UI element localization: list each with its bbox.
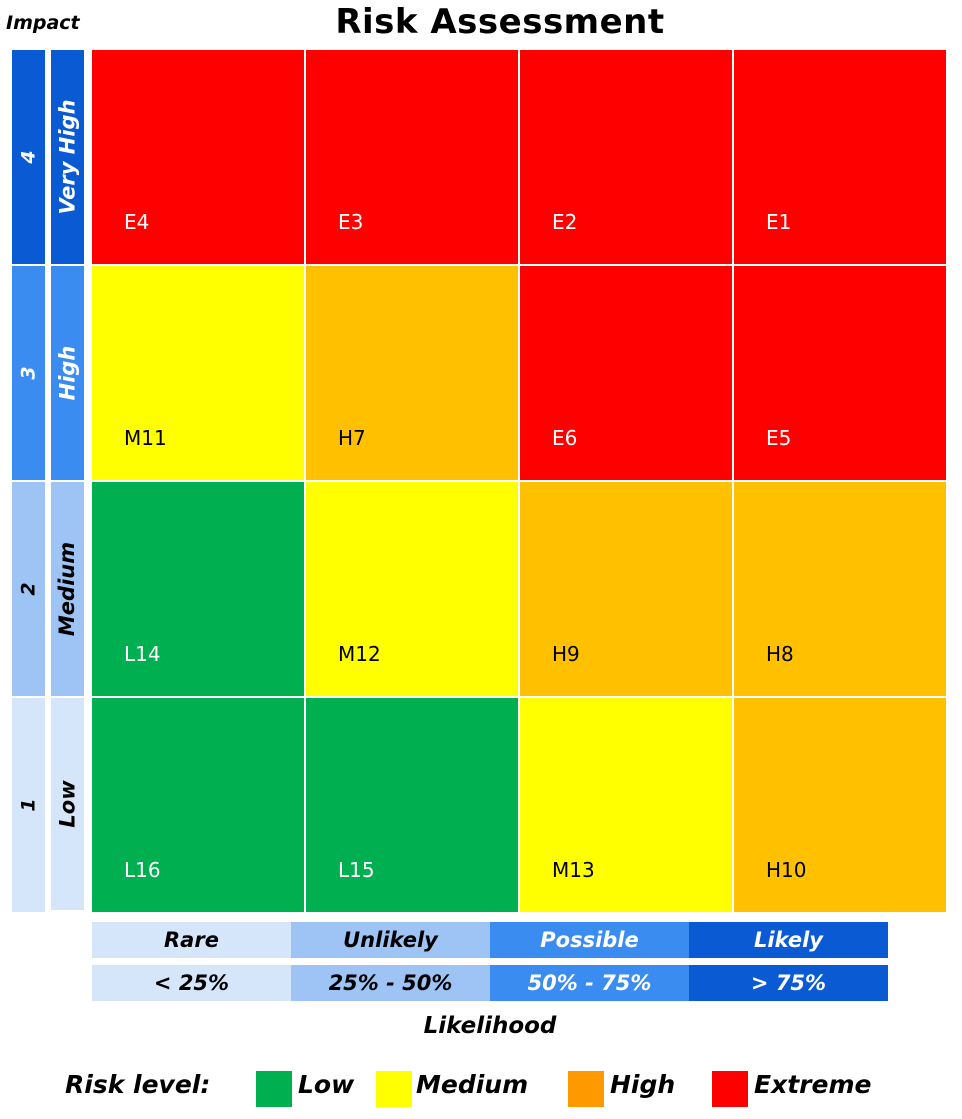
risk-matrix: E4 E3 E2 E1 M11 H7 E6 E5 L14 M12 H9 H8 L16 L15 M13 H10 <box>92 50 948 914</box>
risk-cell-label: H9 <box>552 642 580 666</box>
impact-row-number-text: 3 <box>17 366 40 380</box>
risk-cell-label: H10 <box>766 858 807 882</box>
legend-swatch-medium <box>376 1071 412 1107</box>
likelihood-range-unlikely: 25% - 50% <box>291 965 490 1001</box>
legend-label-extreme: Extreme <box>754 1070 872 1099</box>
risk-cell-m12: M12 <box>306 482 518 696</box>
risk-cell-label: M12 <box>338 642 381 666</box>
likelihood-axis-label: Likelihood <box>423 1013 557 1039</box>
risk-cell-label: E1 <box>766 210 792 234</box>
impact-row-number-text: 2 <box>17 582 40 596</box>
risk-cell-m11: M11 <box>92 266 304 480</box>
legend-label-medium: Medium <box>416 1070 529 1099</box>
impact-row-name-text: Very High <box>55 99 80 215</box>
legend-swatch-low <box>256 1071 292 1107</box>
impact-row-name-text: Low <box>55 780 80 828</box>
impact-row-number-3: 3 <box>12 266 45 480</box>
impact-row-name-text: Medium <box>55 541 80 637</box>
legend-title: Risk level: <box>65 1070 211 1099</box>
risk-cell-e4: E4 <box>92 50 304 264</box>
legend-label-high: High <box>610 1070 676 1099</box>
risk-cell-h10: H10 <box>734 698 946 912</box>
risk-cell-h7: H7 <box>306 266 518 480</box>
likelihood-name-unlikely: Unlikely <box>291 922 490 958</box>
impact-row-name-medium: Medium <box>51 482 84 696</box>
risk-cell-label: H7 <box>338 426 366 450</box>
risk-cell-l15: L15 <box>306 698 518 912</box>
legend-swatch-extreme <box>712 1071 748 1107</box>
risk-cell-label: E6 <box>552 426 578 450</box>
impact-row-number-2: 2 <box>12 482 45 696</box>
risk-cell-m13: M13 <box>520 698 732 912</box>
risk-cell-label: E5 <box>766 426 792 450</box>
likelihood-name-likely: Likely <box>689 922 888 958</box>
likelihood-name-rare: Rare <box>92 922 291 958</box>
risk-cell-label: E2 <box>552 210 578 234</box>
risk-cell-e2: E2 <box>520 50 732 264</box>
impact-row-name-text: High <box>55 345 80 401</box>
risk-cell-e6: E6 <box>520 266 732 480</box>
likelihood-name-possible: Possible <box>490 922 689 958</box>
impact-row-name-high: High <box>51 266 84 480</box>
risk-cell-e5: E5 <box>734 266 946 480</box>
risk-cell-label: M13 <box>552 858 595 882</box>
risk-cell-e3: E3 <box>306 50 518 264</box>
impact-row-number-text: 1 <box>17 798 40 812</box>
risk-cell-h9: H9 <box>520 482 732 696</box>
risk-cell-h8: H8 <box>734 482 946 696</box>
risk-cell-label: M11 <box>124 426 167 450</box>
likelihood-range-rare: < 25% <box>92 965 291 1001</box>
risk-cell-label: L15 <box>338 858 375 882</box>
likelihood-range-possible: 50% - 75% <box>490 965 689 1001</box>
risk-cell-l16: L16 <box>92 698 304 912</box>
risk-cell-label: L16 <box>124 858 161 882</box>
risk-cell-label: E3 <box>338 210 364 234</box>
risk-cell-label: E4 <box>124 210 150 234</box>
impact-row-name-low: Low <box>51 698 84 910</box>
impact-row-number-1: 1 <box>12 698 45 912</box>
risk-cell-l14: L14 <box>92 482 304 696</box>
legend-swatch-high <box>568 1071 604 1107</box>
risk-cell-label: H8 <box>766 642 794 666</box>
legend-label-low: Low <box>298 1070 355 1099</box>
risk-cell-e1: E1 <box>734 50 946 264</box>
impact-axis-label: Impact <box>6 12 80 34</box>
risk-cell-label: L14 <box>124 642 161 666</box>
impact-row-number-4: 4 <box>12 50 45 264</box>
chart-title: Risk Assessment <box>335 2 665 42</box>
likelihood-range-likely: > 75% <box>689 965 888 1001</box>
impact-row-number-text: 4 <box>17 150 40 164</box>
impact-row-name-very-high: Very High <box>51 50 84 264</box>
